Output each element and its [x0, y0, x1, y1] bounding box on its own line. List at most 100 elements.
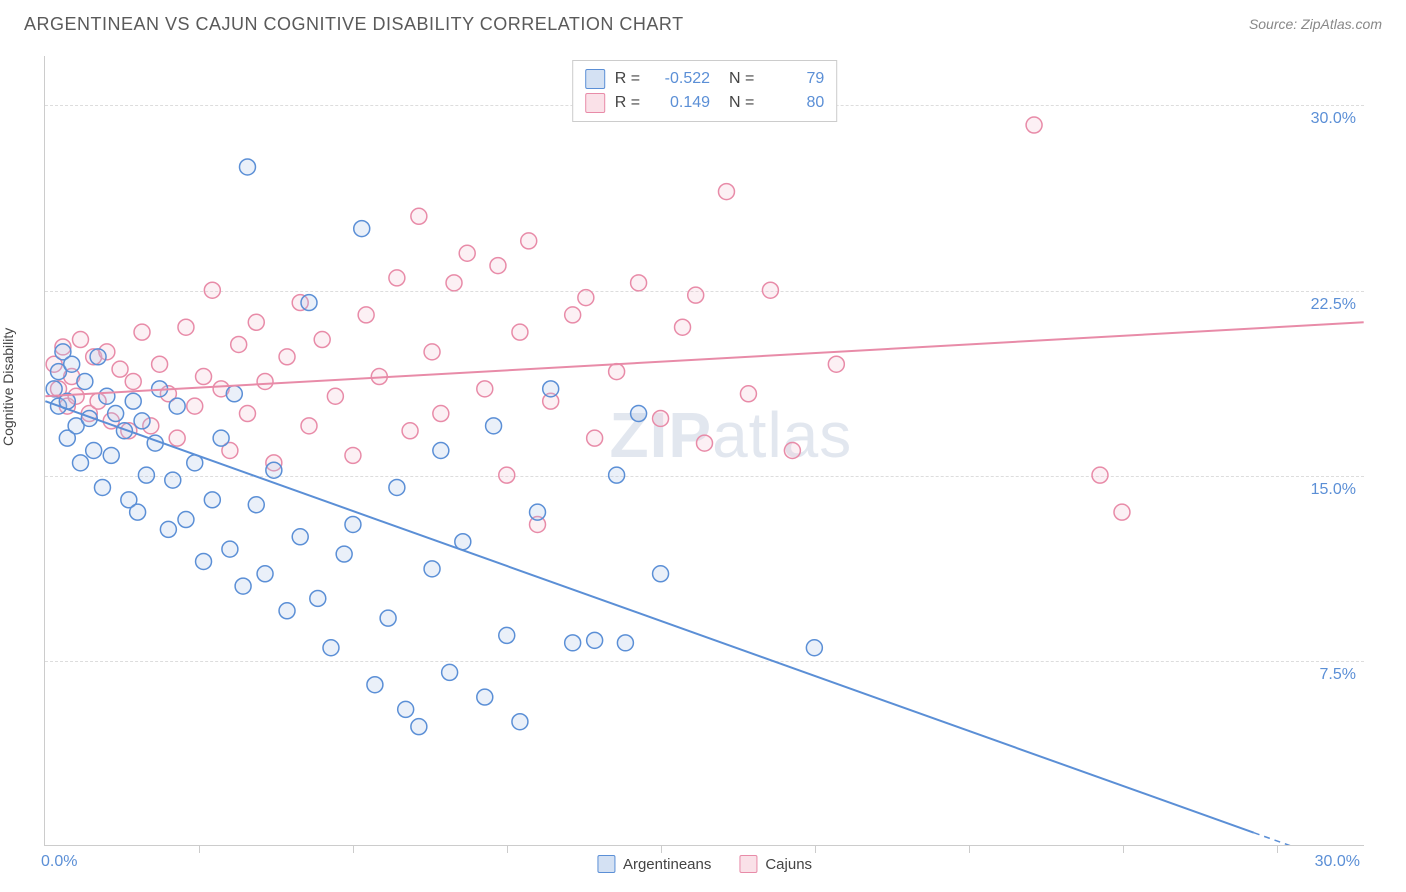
- x-origin-label: 0.0%: [41, 853, 77, 871]
- chart-title: ARGENTINEAN VS CAJUN COGNITIVE DISABILIT…: [24, 14, 684, 35]
- data-point: [73, 455, 89, 471]
- chart-header: ARGENTINEAN VS CAJUN COGNITIVE DISABILIT…: [0, 0, 1406, 48]
- data-point: [187, 398, 203, 414]
- x-tick: [661, 845, 662, 853]
- data-point: [697, 435, 713, 451]
- data-point: [90, 349, 106, 365]
- stats-legend: R = -0.522 N = 79 R = 0.149 N = 80: [572, 60, 838, 122]
- data-point: [213, 430, 229, 446]
- data-point: [345, 447, 361, 463]
- data-point: [828, 356, 844, 372]
- n-label: N =: [720, 70, 754, 88]
- legend-swatch-cajuns: [585, 93, 605, 113]
- data-point: [222, 541, 238, 557]
- legend-item-argentineans: Argentineans: [597, 855, 711, 873]
- data-point: [424, 344, 440, 360]
- data-point: [226, 386, 242, 402]
- data-point: [609, 467, 625, 483]
- data-point: [367, 677, 383, 693]
- data-point: [310, 590, 326, 606]
- data-point: [239, 406, 255, 422]
- legend-label-cajuns: Cajuns: [765, 856, 812, 873]
- data-point: [587, 632, 603, 648]
- data-point: [688, 287, 704, 303]
- data-point: [565, 307, 581, 323]
- data-point: [806, 640, 822, 656]
- data-point: [446, 275, 462, 291]
- data-point: [99, 388, 115, 404]
- data-point: [565, 635, 581, 651]
- x-tick: [353, 845, 354, 853]
- data-point: [521, 233, 537, 249]
- data-point: [784, 443, 800, 459]
- data-point: [459, 245, 475, 261]
- data-point: [257, 566, 273, 582]
- bottom-legend: Argentineans Cajuns: [597, 855, 812, 873]
- data-point: [134, 324, 150, 340]
- data-point: [578, 290, 594, 306]
- x-tick: [969, 845, 970, 853]
- data-point: [112, 361, 128, 377]
- data-point: [740, 386, 756, 402]
- legend-swatch-cajuns: [739, 855, 757, 873]
- data-point: [411, 719, 427, 735]
- data-point: [1114, 504, 1130, 520]
- data-point: [327, 388, 343, 404]
- data-point: [169, 430, 185, 446]
- n-value-cajuns: 80: [764, 94, 824, 112]
- data-point: [138, 467, 154, 483]
- x-max-label: 30.0%: [1315, 853, 1360, 871]
- data-point: [125, 373, 141, 389]
- data-point: [512, 714, 528, 730]
- data-point: [301, 418, 317, 434]
- y-axis-label: Cognitive Disability: [0, 328, 16, 446]
- x-tick: [507, 845, 508, 853]
- data-point: [165, 472, 181, 488]
- data-point: [108, 406, 124, 422]
- data-point: [345, 516, 361, 532]
- data-point: [389, 270, 405, 286]
- data-point: [477, 381, 493, 397]
- data-point: [411, 208, 427, 224]
- data-point: [631, 406, 647, 422]
- data-point: [490, 258, 506, 274]
- data-point: [196, 553, 212, 569]
- plot-area: ZIPatlas R = -0.522 N = 79 R = 0.149 N =…: [44, 56, 1364, 846]
- data-point: [77, 373, 93, 389]
- data-point: [718, 184, 734, 200]
- data-point: [477, 689, 493, 705]
- data-point: [196, 369, 212, 385]
- data-point: [301, 295, 317, 311]
- trend-line: [45, 322, 1363, 396]
- data-point: [1092, 467, 1108, 483]
- data-point: [248, 497, 264, 513]
- data-point: [169, 398, 185, 414]
- data-point: [499, 627, 515, 643]
- chart-container: ARGENTINEAN VS CAJUN COGNITIVE DISABILIT…: [0, 0, 1406, 892]
- data-point: [103, 447, 119, 463]
- x-tick: [1123, 845, 1124, 853]
- data-point: [617, 635, 633, 651]
- data-point: [587, 430, 603, 446]
- data-point: [292, 529, 308, 545]
- r-value-argentineans: -0.522: [650, 70, 710, 88]
- data-point: [402, 423, 418, 439]
- data-point: [512, 324, 528, 340]
- legend-item-cajuns: Cajuns: [739, 855, 812, 873]
- data-point: [675, 319, 691, 335]
- data-point: [178, 319, 194, 335]
- stats-row-argentineans: R = -0.522 N = 79: [585, 67, 825, 91]
- x-tick: [815, 845, 816, 853]
- data-point: [433, 443, 449, 459]
- x-tick: [199, 845, 200, 853]
- data-point: [248, 314, 264, 330]
- trend-line: [45, 401, 1253, 832]
- data-point: [380, 610, 396, 626]
- n-value-argentineans: 79: [764, 70, 824, 88]
- data-point: [314, 332, 330, 348]
- x-tick: [1277, 845, 1278, 853]
- data-point: [125, 393, 141, 409]
- legend-swatch-argentineans: [585, 69, 605, 89]
- data-point: [358, 307, 374, 323]
- legend-label-argentineans: Argentineans: [623, 856, 711, 873]
